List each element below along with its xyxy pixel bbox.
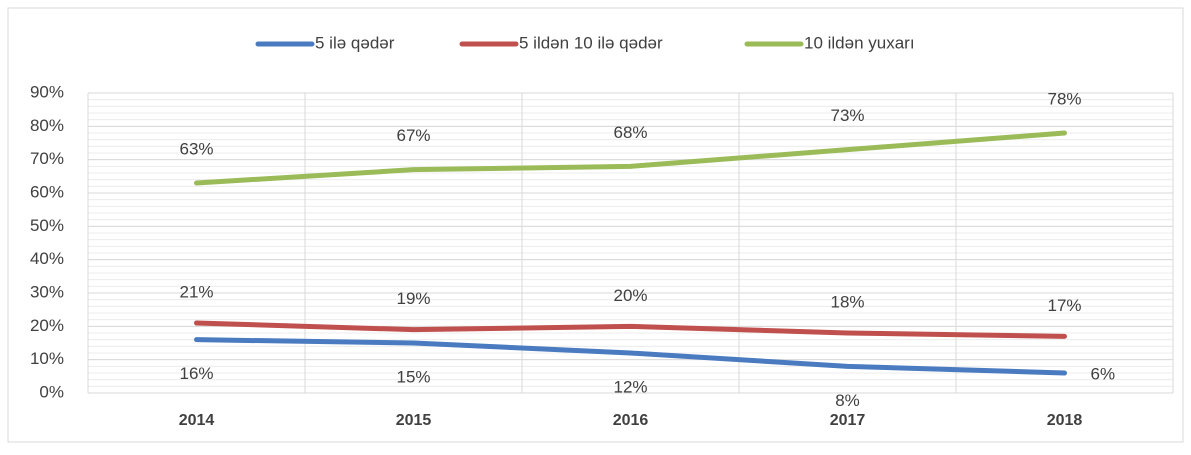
- x-tick-label: 2015: [396, 412, 432, 429]
- data-label: 18%: [830, 292, 864, 311]
- series-line: [194, 337, 1067, 376]
- data-label: 15%: [396, 367, 430, 386]
- data-label: 19%: [396, 289, 430, 308]
- y-tick-label: 60%: [30, 182, 64, 201]
- legend-label: 10 ildən yuxarı: [804, 33, 915, 52]
- y-tick-label: 50%: [30, 216, 64, 235]
- data-label: 63%: [179, 139, 213, 158]
- x-tick-label: 2017: [830, 412, 866, 429]
- data-label: 6%: [1091, 364, 1116, 383]
- data-label: 20%: [613, 286, 647, 305]
- y-tick-label: 90%: [30, 82, 64, 101]
- legend-label: 5 ilə qədər: [315, 33, 395, 52]
- y-tick-label: 80%: [30, 116, 64, 135]
- data-label: 67%: [396, 126, 430, 145]
- x-tick-label: 2018: [1047, 412, 1083, 429]
- y-tick-label: 30%: [30, 282, 64, 301]
- y-tick-label: 0%: [39, 382, 64, 401]
- data-label: 68%: [613, 123, 647, 142]
- y-tick-label: 10%: [30, 349, 64, 368]
- data-label: 12%: [613, 377, 647, 396]
- data-label: 73%: [830, 106, 864, 125]
- x-tick-label: 2016: [613, 412, 649, 429]
- series-line: [194, 320, 1067, 339]
- y-tick-label: 20%: [30, 316, 64, 335]
- data-label: 8%: [835, 391, 860, 410]
- legend-label: 5 ildən 10 ilə qədər: [519, 33, 663, 52]
- data-label: 16%: [179, 364, 213, 383]
- series-line: [194, 130, 1067, 186]
- y-tick-label: 40%: [30, 249, 64, 268]
- data-label: 17%: [1047, 296, 1081, 315]
- x-tick-label: 2014: [179, 412, 215, 429]
- data-label: 21%: [179, 282, 213, 301]
- data-label: 78%: [1047, 89, 1081, 108]
- y-tick-label: 70%: [30, 149, 64, 168]
